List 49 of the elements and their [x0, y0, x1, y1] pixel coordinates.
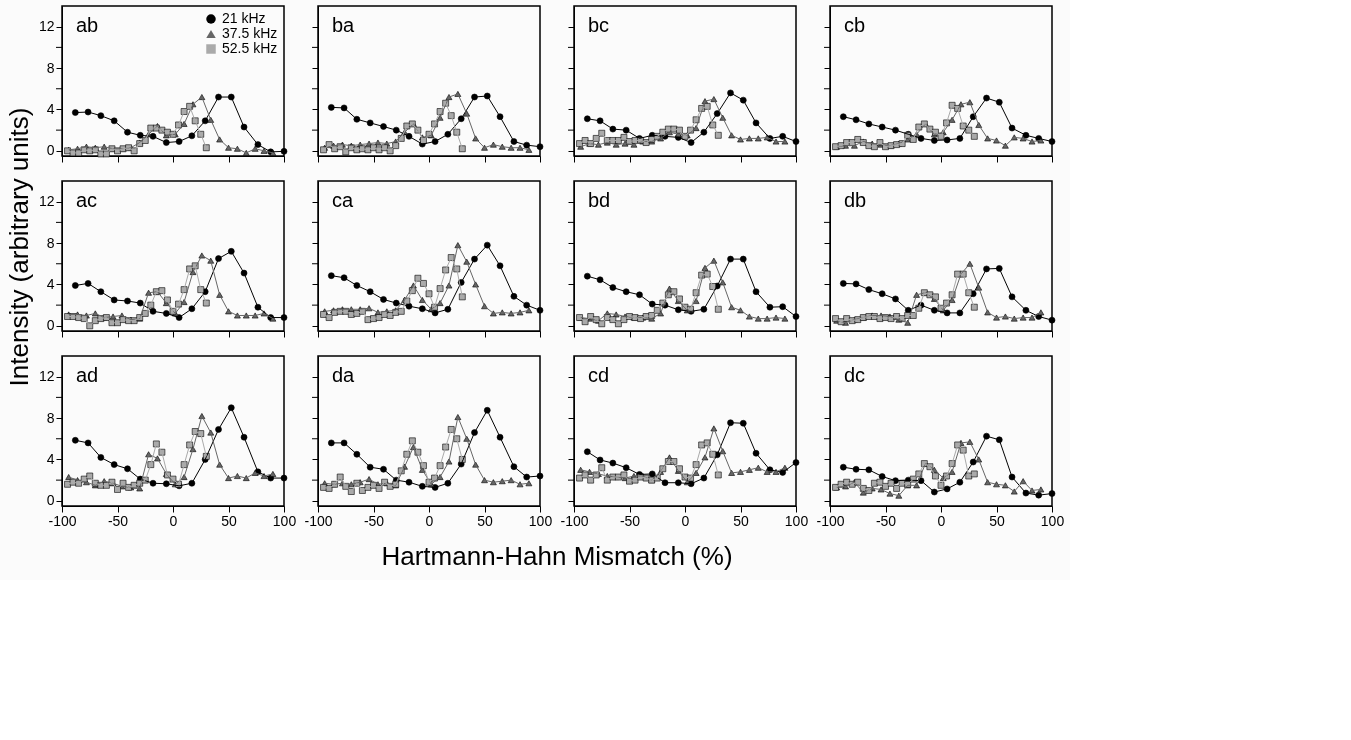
chart-title: cb	[844, 14, 866, 36]
y-tick-label: 0	[46, 142, 55, 159]
chart-title: bd	[588, 189, 611, 211]
chart-title: ad	[76, 364, 99, 386]
x-tick-label: 100	[528, 512, 553, 529]
x-tick-label: 100	[1040, 512, 1065, 529]
x-tick-label: 100	[784, 512, 809, 529]
y-tick-label: 8	[46, 409, 55, 426]
y-tick-label: 8	[46, 59, 55, 76]
chart-title: ca	[332, 189, 354, 211]
x-tick-label: 0	[937, 512, 946, 529]
y-tick-label: 4	[46, 275, 55, 292]
x-tick-label: 50	[221, 512, 237, 529]
x-tick-label: -100	[560, 512, 589, 529]
x-tick-label: -100	[304, 512, 333, 529]
y-tick-label: 12	[38, 368, 55, 385]
y-tick-label: 0	[46, 317, 55, 334]
y-tick-label: 0	[46, 492, 55, 509]
chart-title: dc	[844, 364, 866, 386]
x-tick-label: 50	[477, 512, 493, 529]
legend-label: 37.5 kHz	[222, 25, 278, 41]
x-tick-label: 100	[272, 512, 297, 529]
x-tick-label: -50	[875, 512, 897, 529]
x-tick-label: 50	[733, 512, 749, 529]
x-tick-label: -50	[107, 512, 129, 529]
x-tick-label: -50	[363, 512, 385, 529]
x-tick-label: -100	[816, 512, 845, 529]
y-tick-label: 12	[38, 193, 55, 210]
chart-title: ba	[332, 14, 356, 36]
chart-title: ab	[76, 14, 99, 36]
chart-title: ac	[76, 189, 98, 211]
legend-label: 52.5 kHz	[222, 40, 278, 56]
x-tick-label: 0	[425, 512, 434, 529]
legend-label: 21 kHz	[222, 10, 266, 26]
y-tick-label: 8	[46, 234, 55, 251]
chart-title: bc	[588, 14, 610, 36]
chart-title: cd	[588, 364, 610, 386]
x-tick-label: -50	[619, 512, 641, 529]
y-tick-label: 12	[38, 18, 55, 35]
chart-title: db	[844, 189, 867, 211]
x-tick-label: 0	[169, 512, 178, 529]
chart-title: da	[332, 364, 356, 386]
x-axis-title: Hartmann-Hahn Mismatch (%)	[381, 541, 733, 571]
y-axis-title: Intensity (arbitrary units)	[4, 107, 34, 387]
x-tick-label: 50	[989, 512, 1005, 529]
x-tick-label: -100	[48, 512, 77, 529]
y-tick-label: 4	[46, 100, 55, 117]
x-tick-label: 0	[681, 512, 690, 529]
y-tick-label: 4	[46, 450, 55, 467]
